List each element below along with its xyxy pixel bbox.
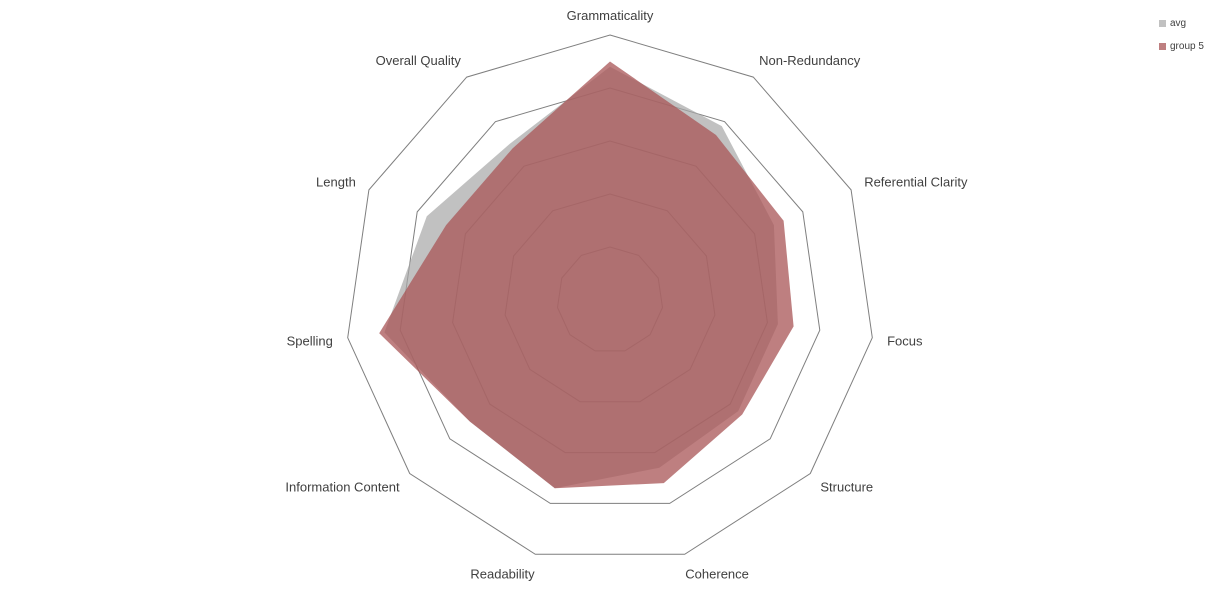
axis-labels: Grammaticality Non-Redundancy Referential … [285,8,968,582]
legend-label-avg: avg [1170,18,1187,29]
axis-label-coherence: Coherence [685,567,749,582]
legend-label-group-5: group 5 [1170,41,1204,52]
axis-label-information-content: Information Content [285,480,400,495]
axis-label-referential-clarity: Referential Clarity [864,175,968,190]
radar-series [379,61,794,489]
legend-swatch-group-5 [1159,43,1166,50]
axis-label-grammaticality: Grammaticality [567,8,654,23]
legend: avg group 5 [1159,12,1204,58]
axis-label-spelling: Spelling [287,334,333,349]
axis-label-readability: Readability [470,567,535,582]
grid-ring-5 [347,34,873,555]
axis-label-focus: Focus [887,334,923,349]
axis-label-structure: Structure [820,480,873,495]
axis-label-length: Length [316,175,356,190]
legend-swatch-avg [1159,20,1166,27]
legend-item-avg[interactable]: avg [1159,12,1204,35]
axis-label-non-redundancy: Non-Redundancy [759,53,861,68]
grid-ring-4 [399,87,821,504]
series-area-group-5 [379,61,794,489]
axis-label-overall-quality: Overall Quality [376,53,462,68]
legend-item-group-5[interactable]: group 5 [1159,35,1204,58]
